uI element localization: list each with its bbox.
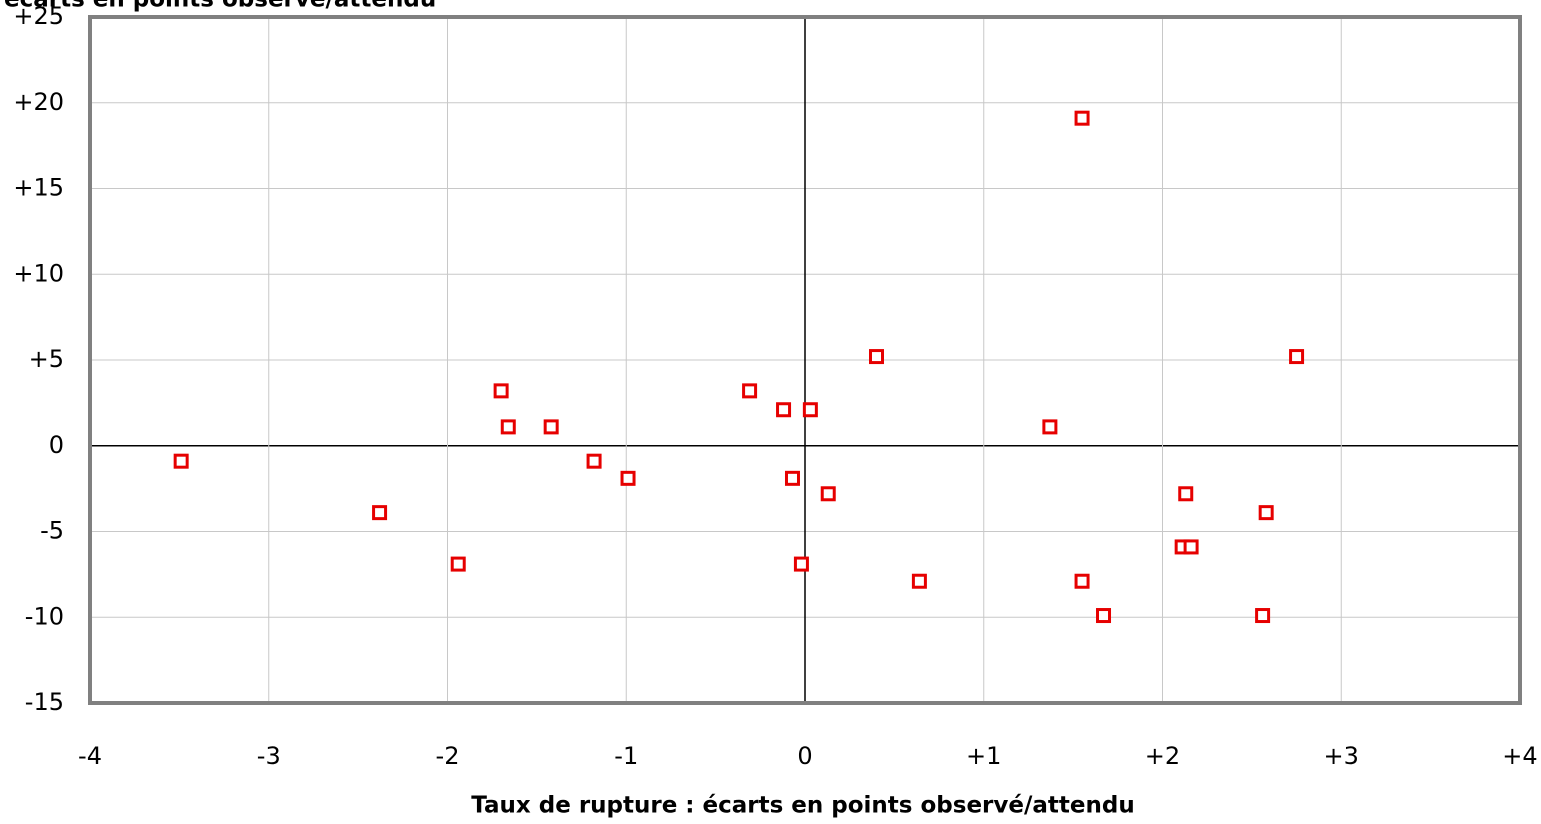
x-tick-label: -1 <box>614 742 638 770</box>
point <box>1042 419 1058 435</box>
point <box>911 573 927 589</box>
point <box>372 505 388 521</box>
y-tick-label: +10 <box>13 259 64 287</box>
point <box>802 402 818 418</box>
point <box>450 556 466 572</box>
x-tick-label: -4 <box>78 742 102 770</box>
point <box>620 470 636 486</box>
point <box>586 453 602 469</box>
point <box>869 349 884 365</box>
point <box>1183 539 1199 555</box>
point <box>1289 349 1305 365</box>
point <box>1255 608 1271 624</box>
x-axis-title: Taux de rupture : écarts en points obser… <box>471 793 1134 819</box>
point <box>793 556 809 572</box>
point <box>1258 505 1274 521</box>
x-tick-label: +1 <box>966 742 1001 770</box>
point <box>500 419 516 435</box>
x-tick-label: +2 <box>1145 742 1180 770</box>
y-tick-label: +15 <box>13 174 64 202</box>
y-tick-label: -10 <box>25 602 64 630</box>
x-tick-label: +3 <box>1324 742 1359 770</box>
point <box>820 486 836 502</box>
point <box>543 419 559 435</box>
y-tick-label: +5 <box>29 345 64 373</box>
point <box>776 402 792 418</box>
y-tick-label: +25 <box>13 2 64 30</box>
y-axis-title: écarts en points observé/attendu <box>4 0 436 13</box>
point <box>742 383 758 399</box>
plot-frame <box>88 15 1522 705</box>
x-tick-label: -3 <box>257 742 281 770</box>
point <box>1096 608 1112 624</box>
point <box>493 383 509 399</box>
x-tick-label: 0 <box>797 742 812 770</box>
x-tick-label: -2 <box>436 742 460 770</box>
point <box>1178 486 1194 502</box>
y-tick-label: +20 <box>13 88 64 116</box>
x-tick-label: +4 <box>1502 742 1537 770</box>
y-tick-label: -5 <box>40 517 64 545</box>
y-tick-label: 0 <box>49 431 64 459</box>
point <box>784 470 800 486</box>
point <box>1074 110 1090 126</box>
point <box>1074 573 1090 589</box>
y-tick-label: -15 <box>25 688 64 716</box>
point <box>173 453 189 469</box>
